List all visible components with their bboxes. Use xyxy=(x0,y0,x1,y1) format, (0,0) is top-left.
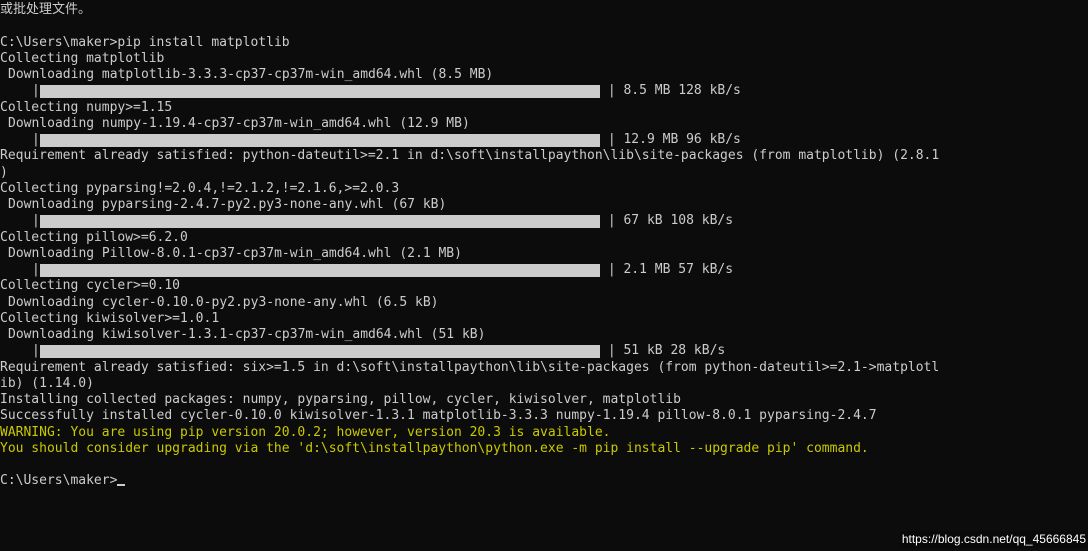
pipe-left: | xyxy=(32,83,40,99)
output-line: Installing collected packages: numpy, py… xyxy=(0,392,1088,408)
output-line: Collecting numpy>=1.15 xyxy=(0,100,1088,116)
progress-bar xyxy=(40,215,600,228)
pipe-left: | xyxy=(32,262,40,278)
prompt-path: C:\Users\maker> xyxy=(0,473,117,488)
output-line: Collecting cycler>=0.10 xyxy=(0,278,1088,294)
output-line: Successfully installed cycler-0.10.0 kiw… xyxy=(0,408,1088,424)
blank-line xyxy=(0,457,1088,473)
prompt-path: C:\Users\maker> xyxy=(0,35,117,50)
progress-row: | | 2.1 MB 57 kB/s xyxy=(0,262,1088,278)
pipe-left: | xyxy=(32,132,40,148)
progress-label: | 2.1 MB 57 kB/s xyxy=(608,262,733,278)
pipe-left: | xyxy=(32,343,40,359)
warning-line: WARNING: You are using pip version 20.0.… xyxy=(0,425,1088,441)
cursor xyxy=(117,484,125,486)
output-line: Downloading numpy-1.19.4-cp37-cp37m-win_… xyxy=(0,116,1088,132)
blank-line xyxy=(0,18,1088,34)
progress-label: | 12.9 MB 96 kB/s xyxy=(608,132,741,148)
progress-row: | | 8.5 MB 128 kB/s xyxy=(0,83,1088,99)
prompt-1[interactable]: C:\Users\maker>pip install matplotlib xyxy=(0,35,1088,51)
output-line: Downloading cycler-0.10.0-py2.py3-none-a… xyxy=(0,295,1088,311)
watermark: https://blog.csdn.net/qq_45666845 xyxy=(900,531,1088,548)
progress-label: | 51 kB 28 kB/s xyxy=(608,343,725,359)
output-line: Downloading kiwisolver-1.3.1-cp37-cp37m-… xyxy=(0,327,1088,343)
prompt-command: pip install matplotlib xyxy=(117,35,289,50)
output-line: Collecting pillow>=6.2.0 xyxy=(0,230,1088,246)
progress-bar xyxy=(40,345,600,358)
output-line: Requirement already satisfied: six>=1.5 … xyxy=(0,360,1088,376)
output-line: Downloading Pillow-8.0.1-cp37-cp37m-win_… xyxy=(0,246,1088,262)
pipe-left: | xyxy=(32,213,40,229)
header-line: 或批处理文件。 xyxy=(0,2,1088,18)
output-line: Downloading matplotlib-3.3.3-cp37-cp37m-… xyxy=(0,67,1088,83)
progress-row: | | 12.9 MB 96 kB/s xyxy=(0,132,1088,148)
progress-bar xyxy=(40,134,600,147)
prompt-2[interactable]: C:\Users\maker> xyxy=(0,473,1088,489)
output-line: ib) (1.14.0) xyxy=(0,376,1088,392)
output-line: Downloading pyparsing-2.4.7-py2.py3-none… xyxy=(0,197,1088,213)
output-line: Collecting matplotlib xyxy=(0,51,1088,67)
output-line: Collecting kiwisolver>=1.0.1 xyxy=(0,311,1088,327)
warning-line: You should consider upgrading via the 'd… xyxy=(0,441,1088,457)
progress-bar xyxy=(40,264,600,277)
progress-row: | | 67 kB 108 kB/s xyxy=(0,213,1088,229)
output-line: Requirement already satisfied: python-da… xyxy=(0,148,1088,164)
progress-row: | | 51 kB 28 kB/s xyxy=(0,343,1088,359)
progress-label: | 67 kB 108 kB/s xyxy=(608,213,733,229)
progress-bar xyxy=(40,85,600,98)
output-line: Collecting pyparsing!=2.0.4,!=2.1.2,!=2.… xyxy=(0,181,1088,197)
progress-label: | 8.5 MB 128 kB/s xyxy=(608,83,741,99)
output-line: ) xyxy=(0,165,1088,181)
